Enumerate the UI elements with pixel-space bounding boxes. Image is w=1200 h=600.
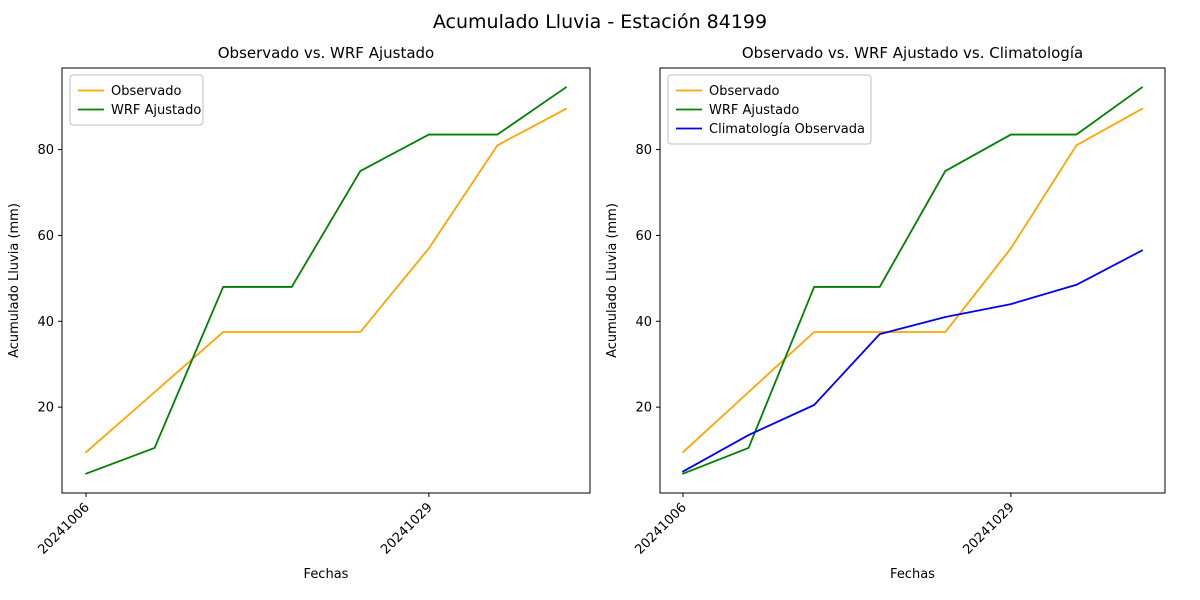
axes-frame bbox=[659, 67, 1166, 494]
y-tick-label: 60 bbox=[635, 229, 652, 244]
legend-box bbox=[69, 74, 204, 126]
y-tick-label: 40 bbox=[635, 315, 652, 330]
series-line-observado bbox=[85, 107, 567, 454]
series-line-wrf-ajustado bbox=[85, 86, 567, 475]
legend: Observado WRF Ajustado Climatología Observ… bbox=[667, 74, 872, 145]
legend-label: WRF Ajustado bbox=[709, 103, 799, 118]
legend: Observado WRF Ajustado bbox=[69, 74, 204, 126]
x-tick-label: 20241029 bbox=[960, 500, 1017, 557]
y-tick-label: 80 bbox=[37, 143, 54, 158]
y-tick-label: 60 bbox=[37, 229, 54, 244]
left-chart: 20 40 60 80 20241006 20241029 Observado vs. WR… bbox=[7, 44, 591, 582]
legend-label: Observado bbox=[709, 84, 780, 99]
x-tick-label: 20241006 bbox=[632, 500, 689, 557]
series-line-climatolog-a-observada bbox=[682, 249, 1143, 473]
legend-label: Climatología Observada bbox=[709, 122, 865, 137]
legend-box bbox=[667, 74, 872, 145]
x-tick-label: 20241006 bbox=[35, 500, 92, 557]
subplot-title: Observado vs. WRF Ajustado bbox=[218, 44, 434, 62]
subplot-title: Observado vs. WRF Ajustado vs. Climatolo… bbox=[742, 44, 1083, 62]
x-axis-label: Fechas bbox=[890, 567, 935, 582]
x-axis-label: Fechas bbox=[304, 567, 349, 582]
series-line-observado bbox=[682, 107, 1143, 454]
y-axis-label: Acumulado Lluvia (mm) bbox=[7, 203, 22, 358]
y-tick-label: 20 bbox=[635, 401, 652, 416]
legend-label: Observado bbox=[111, 84, 182, 99]
axes-frame bbox=[61, 67, 591, 494]
series-line-wrf-ajustado bbox=[682, 86, 1143, 475]
y-axis-label: Acumulado Lluvia (mm) bbox=[605, 203, 620, 358]
y-tick-label: 40 bbox=[37, 315, 54, 330]
right-chart: 20 40 60 80 20241006 20241029 Observado vs. WR… bbox=[605, 44, 1166, 582]
y-tick-label: 80 bbox=[635, 143, 652, 158]
figure-title: Acumulado Lluvia - Estación 84199 bbox=[432, 11, 768, 33]
y-tick-label: 20 bbox=[37, 401, 54, 416]
x-tick-label: 20241029 bbox=[378, 500, 435, 557]
legend-label: WRF Ajustado bbox=[111, 103, 201, 118]
